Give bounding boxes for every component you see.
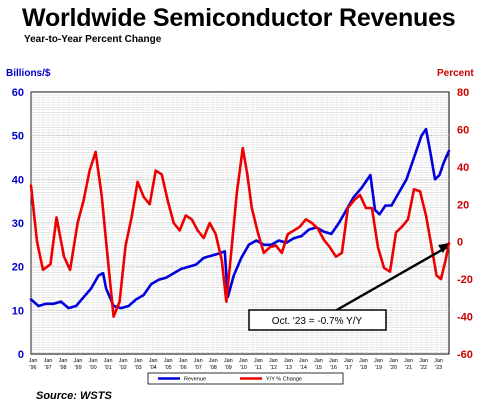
x-tick-year: '15	[315, 365, 322, 371]
left-tick-label: 50	[12, 131, 24, 143]
x-tick-month: Jan	[104, 358, 113, 364]
legend-label: Revenue	[184, 377, 206, 383]
x-tick-year: '19	[375, 365, 382, 371]
x-tick-year: '18	[360, 365, 367, 371]
x-tick-month: Jan	[44, 358, 53, 364]
x-tick-year: '07	[195, 365, 202, 371]
right-tick-label: 40	[457, 162, 469, 174]
x-tick-year: '04	[150, 365, 157, 371]
annotation-arrow	[334, 245, 448, 313]
x-tick-month: Jan	[299, 358, 308, 364]
x-tick-month: Jan	[344, 358, 353, 364]
series-line-revenue	[29, 127, 451, 310]
x-tick-month: Jan	[134, 358, 143, 364]
x-tick-month: Jan	[434, 358, 443, 364]
x-tick-year: '96	[29, 365, 36, 371]
x-tick-year: '05	[165, 365, 172, 371]
right-tick-label: -20	[457, 274, 473, 286]
x-tick-month: Jan	[179, 358, 188, 364]
source-note: Source: WSTS	[36, 390, 112, 402]
right-tick-label: -60	[457, 349, 473, 361]
x-tick-month: Jan	[254, 358, 263, 364]
x-tick-month: Jan	[74, 358, 83, 364]
left-tick-label: 10	[12, 305, 24, 317]
x-tick-month: Jan	[224, 358, 233, 364]
x-tick-year: '17	[345, 365, 352, 371]
x-tick-month: Jan	[194, 358, 203, 364]
x-tick-year: '00	[89, 365, 96, 371]
x-tick-year: '06	[180, 365, 187, 371]
x-tick-year: '22	[420, 365, 427, 371]
right-tick-label: 0	[457, 237, 463, 249]
x-tick-year: '14	[300, 365, 307, 371]
x-tick-year: '12	[270, 365, 277, 371]
x-tick-month: Jan	[119, 358, 128, 364]
left-tick-label: 40	[12, 174, 24, 186]
x-tick-year: '13	[285, 365, 292, 371]
right-axis-label: Percent	[437, 68, 474, 79]
x-tick-month: Jan	[209, 358, 218, 364]
x-tick-year: '02	[120, 365, 127, 371]
x-tick-month: Jan	[404, 358, 413, 364]
annotation-arrowhead	[438, 243, 449, 254]
right-tick-label: 60	[457, 124, 469, 136]
left-tick-label: 20	[12, 262, 24, 274]
x-tick-month: Jan	[284, 358, 293, 364]
chart-title: Worldwide Semiconductor Revenues	[22, 4, 456, 32]
x-tick-year: '99	[74, 365, 81, 371]
legend-label: Y/Y % Change	[266, 377, 302, 383]
annotation-text: Oct. '23 = -0.7% Y/Y	[272, 316, 363, 327]
x-tick-month: Jan	[359, 358, 368, 364]
x-tick-month: Jan	[89, 358, 98, 364]
x-tick-month: Jan	[59, 358, 68, 364]
x-tick-month: Jan	[314, 358, 323, 364]
x-tick-month: Jan	[29, 358, 38, 364]
x-tick-year: '10	[240, 365, 247, 371]
x-tick-year: '11	[255, 365, 262, 371]
right-tick-label: -40	[457, 312, 473, 324]
x-tick-month: Jan	[269, 358, 278, 364]
x-tick-year: '21	[405, 365, 412, 371]
x-tick-year: '97	[44, 365, 51, 371]
x-tick-month: Jan	[149, 358, 158, 364]
x-tick-year: '03	[135, 365, 142, 371]
chart-subtitle: Year-to-Year Percent Change	[24, 34, 162, 45]
x-tick-month: Jan	[419, 358, 428, 364]
left-axis-label: Billions/$	[6, 68, 51, 79]
left-tick-label: 30	[12, 218, 24, 230]
x-tick-year: '98	[59, 365, 66, 371]
series-line-yoy-change	[29, 146, 451, 318]
x-tick-year: '08	[210, 365, 217, 371]
x-tick-month: Jan	[239, 358, 248, 364]
x-tick-month: Jan	[374, 358, 383, 364]
left-tick-label: 60	[12, 87, 24, 99]
x-tick-year: '09	[225, 365, 232, 371]
x-tick-year: '23	[435, 365, 442, 371]
x-tick-year: '16	[330, 365, 337, 371]
x-tick-year: '20	[390, 365, 397, 371]
x-tick-year: '01	[105, 365, 112, 371]
x-tick-month: Jan	[329, 358, 338, 364]
x-tick-month: Jan	[389, 358, 398, 364]
left-tick-label: 0	[18, 349, 24, 361]
x-tick-month: Jan	[164, 358, 173, 364]
right-tick-label: 80	[457, 87, 469, 99]
annotation-box	[248, 309, 387, 331]
right-tick-label: 20	[457, 199, 469, 211]
